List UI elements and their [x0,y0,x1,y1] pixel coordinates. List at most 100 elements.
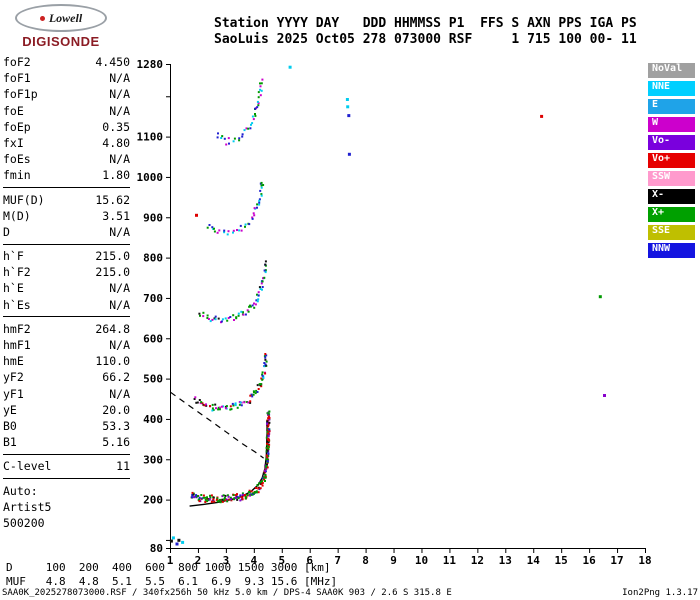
param-value: 11 [116,459,130,474]
param-separator [3,453,130,455]
param-row-Artist5: Artist5 [3,499,130,515]
legend-item-Vo-: Vo- [648,135,695,150]
param-row-B1: B1 5.16 [3,434,130,450]
y-axis-label: 400 [143,413,163,426]
x-axis-label: 6 [306,554,313,567]
x-axis-label: 16 [582,554,596,567]
legend-item-Vo+: Vo+ [648,153,695,168]
param-value: 215.0 [95,249,130,264]
distance-row: D 100 200 400 600 800 1000 1500 3000 [km… [6,561,331,574]
param-name: B1 [3,435,17,450]
param-value: 5.16 [102,435,130,450]
y-axis-label: 80 [150,542,163,555]
param-row-hmF1: hmF1 N/A [3,337,130,353]
param-row-MUFD: MUF(D) 15.62 [3,192,130,208]
param-name: foEs [3,152,31,167]
param-row-hmF2: hmF2 264.8 [3,321,130,337]
param-name: hmF1 [3,338,31,352]
param-value: N/A [109,152,130,167]
param-row-foF2: foF2 4.450 [3,54,130,70]
param-separator [3,316,130,318]
param-row-MD: M(D) 3.51 [3,208,130,224]
param-name: h`F [3,249,24,264]
param-value: 0.35 [102,119,130,134]
param-row-hEs: h`Es N/A [3,297,130,313]
header-column-titles: Station YYYY DAY DDD HHMMSS P1 FFS S AXN… [214,16,637,31]
param-name: h`E [3,281,24,296]
legend-item-NNW: NNW [648,243,695,258]
param-value: N/A [109,386,130,401]
x-axis-label: 8 [362,554,369,567]
param-name: fmin [3,168,31,183]
muf-distance-table: D 100 200 400 600 800 1000 1500 3000 [km… [6,561,337,588]
param-row-B0: B0 53.3 [3,418,130,434]
x-axis-label: 18 [638,554,651,567]
muf-row: MUF 4.8 4.8 5.1 5.5 6.1 6.9 9.3 15.6 [MH… [6,574,338,588]
y-axis-label: 300 [143,453,163,466]
param-name: D [3,224,10,239]
param-value: N/A [109,87,130,102]
param-value: 20.0 [102,402,130,417]
x-axis-label: 17 [610,554,623,567]
echo-trace-hop-4 [206,181,265,236]
param-name: foF1p [3,87,38,102]
x-axis-label: 5 [278,554,285,567]
y-axis-label: 500 [143,373,163,386]
param-value: 15.62 [95,192,130,207]
x-axis-label: 7 [334,554,341,567]
legend-item-W: W [648,117,695,132]
logo-brand-text: Lowell [48,10,83,25]
logo-accent-dot [39,15,45,21]
param-name: Auto: [3,483,38,498]
param-row-hmE: hmE 110.0 [3,353,130,369]
param-row-fxI: fxI 4.80 [3,135,130,151]
param-value: N/A [109,71,130,86]
param-row-500200: 500200 [3,515,130,531]
x-axis-label: 3 [223,554,230,567]
legend-item-X-: X- [648,189,695,204]
param-value: 264.8 [95,321,130,336]
status-bar: SAA0K_2025278073000.RSF / 340fx256h 50 k… [2,588,698,598]
y-axis-label: 200 [143,494,163,507]
y-axis-label: 1280 [137,58,164,71]
y-axis-label: 600 [143,332,163,345]
x-axis-label: 1 [167,554,174,567]
x-axis-label: 9 [390,554,397,567]
param-value: N/A [109,338,130,352]
param-row-hF: h`F 215.0 [3,248,130,264]
echo-trace-hop-3 [198,260,267,324]
parameter-readout-panel: foF2 4.450 foF1 N/A foF1p N/A foE N/A foEp 0.35 fx… [3,54,130,531]
legend-item-SSE: SSE [648,225,695,240]
param-name: h`Es [3,297,31,312]
x-axis-label: 10 [415,554,428,567]
echo-trace-hop-2 [193,353,268,412]
param-row-hF2: h`F2 215.0 [3,264,130,280]
param-name: foF2 [3,55,31,69]
param-row-Clevel: C-level 11 [3,458,130,474]
param-name: MUF(D) [3,192,45,207]
param-name: Artist5 [3,499,52,514]
param-name: C-level [3,459,52,474]
param-value: 110.0 [95,354,130,369]
x-axis-label: 14 [527,554,541,567]
param-separator [3,478,130,479]
param-value: N/A [109,103,130,118]
legend-item-NNE: NNE [648,81,695,96]
legend-item-X+: X+ [648,207,695,222]
param-name: foE [3,103,24,118]
x-axis-label: 15 [555,554,568,567]
x-axis-label: 11 [443,554,457,567]
param-name: hmF2 [3,321,31,336]
param-row-yE: yE 20.0 [3,402,130,418]
param-separator [3,243,130,245]
x-axis-label: 4 [251,554,258,567]
muf-transmission-curve [170,391,264,459]
param-value: N/A [109,224,130,239]
y-axis-label: 1100 [137,131,164,144]
param-value: 1.80 [102,168,130,183]
legend-item-SSW: SSW [648,171,695,186]
x-axis-label: 12 [471,554,484,567]
x-axis-label: 13 [499,554,512,567]
